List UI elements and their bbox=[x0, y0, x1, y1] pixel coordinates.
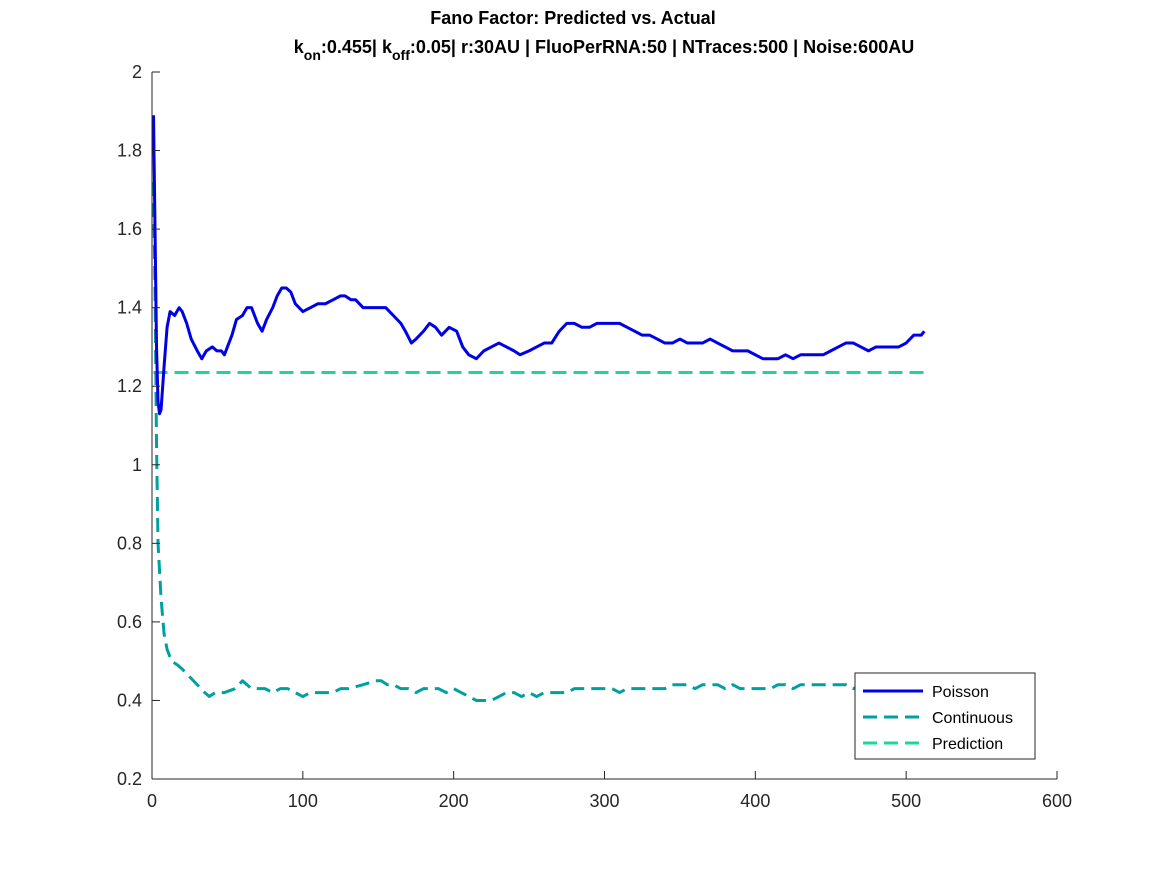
chart-subtitle: kon:0.455| koff:0.05| r:30AU | FluoPerRN… bbox=[294, 37, 914, 63]
axes: 0 100 200 300 400 500 600 0.2 0.4 0.6 0.8 1 1.2 1.4 1.… bbox=[117, 62, 1072, 811]
y-tick-label: 0.2 bbox=[117, 769, 142, 789]
y-tick-label: 1 bbox=[132, 455, 142, 475]
subtitle-k-on-letter: k bbox=[294, 37, 305, 57]
x-tick-label: 400 bbox=[740, 791, 770, 811]
y-tick-label: 1.2 bbox=[117, 376, 142, 396]
x-tick-label: 600 bbox=[1042, 791, 1072, 811]
x-tick-label: 300 bbox=[589, 791, 619, 811]
y-tick-label: 1.8 bbox=[117, 141, 142, 161]
y-tick-label: 0.8 bbox=[117, 533, 142, 553]
x-tick-label: 100 bbox=[288, 791, 318, 811]
y-tick-label: 0.4 bbox=[117, 690, 142, 710]
subtitle-k-on-subscript: on bbox=[304, 47, 321, 63]
subtitle-k-off-letter: k bbox=[382, 37, 393, 57]
y-tick-label: 0.6 bbox=[117, 612, 142, 632]
series-line-continuous bbox=[152, 181, 925, 702]
legend-label-prediction: Prediction bbox=[932, 736, 1003, 753]
subtitle-k-on-value: :0.455| bbox=[321, 37, 382, 57]
series-line-poisson bbox=[152, 115, 926, 416]
legend-label-continuous: Continuous bbox=[932, 710, 1013, 727]
subtitle-parameters: :0.05| r:30AU | FluoPerRNA:50 | NTraces:… bbox=[410, 37, 914, 57]
x-tick-label: 200 bbox=[439, 791, 469, 811]
x-tick-label: 0 bbox=[147, 791, 157, 811]
y-tick-label: 2 bbox=[132, 62, 142, 82]
legend: Poisson Continuous Prediction bbox=[854, 672, 1036, 760]
x-tick-label: 500 bbox=[891, 791, 921, 811]
plot-area bbox=[152, 115, 926, 702]
legend-label-poisson: Poisson bbox=[932, 684, 989, 701]
y-tick-label: 1.4 bbox=[117, 298, 142, 318]
subtitle-k-off-subscript: off bbox=[392, 47, 410, 63]
chart-title: Fano Factor: Predicted vs. Actual bbox=[430, 8, 715, 28]
y-tick-label: 1.6 bbox=[117, 219, 142, 239]
